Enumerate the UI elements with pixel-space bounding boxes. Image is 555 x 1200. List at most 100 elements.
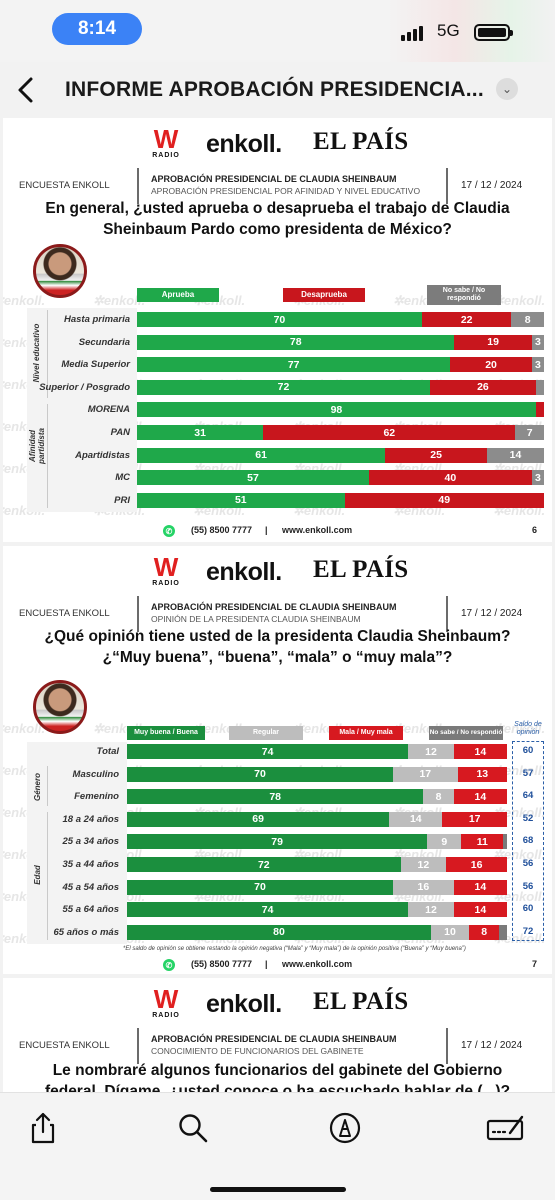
slide-footer: ✆ (55) 8500 7777 | www.enkoll.com 7	[3, 957, 552, 974]
bar-segment: 14	[453, 789, 507, 805]
status-time[interactable]: 8:14	[52, 13, 142, 45]
saldo-column	[512, 741, 544, 941]
bar-segment: 3	[531, 334, 544, 350]
stacked-bar: 72 12 16	[127, 857, 507, 872]
stacked-bar: 77 20 3	[137, 357, 544, 373]
president-avatar	[33, 680, 87, 734]
signature-button[interactable]	[486, 1111, 526, 1145]
bar-segment	[499, 924, 507, 940]
cellular-signal-icon	[401, 26, 423, 41]
bar-segment: 13	[457, 766, 507, 782]
bar-segment: 14	[453, 744, 507, 759]
bar-segment: 74	[127, 744, 409, 759]
bar-segment: 19	[454, 334, 532, 350]
footer-website: www.enkoll.com	[282, 525, 353, 535]
survey-date: 17 / 12 / 2024	[461, 1040, 523, 1051]
watermark-text: ✲enkoll.	[3, 293, 46, 308]
bar-segment: 80	[127, 924, 431, 940]
category-label: Femenino	[74, 791, 119, 803]
stacked-bar: 69 14 17	[127, 811, 507, 827]
saldo-value: 52	[522, 812, 534, 824]
bar-segment: 16	[393, 879, 454, 895]
share-icon	[31, 1112, 55, 1144]
bar-segment: 9	[427, 834, 462, 850]
category-label: Superior / Posgrado	[39, 381, 130, 393]
bar-segment: 31	[137, 425, 264, 440]
bar-segment: 12	[400, 857, 447, 872]
footer-phone: (55) 8500 7777	[191, 525, 253, 535]
slide-subtitle: APROBACIÓN PRESIDENCIAL POR AFINIDAD Y N…	[151, 186, 421, 196]
bar-segment: 49	[344, 492, 544, 508]
enkoll-logo: enkoll.	[206, 130, 282, 158]
category-label: PRI	[114, 494, 130, 506]
stacked-bar: 80 10 8	[127, 924, 507, 940]
saldo-value: 57	[522, 767, 534, 779]
stacked-bar: 98	[137, 402, 544, 418]
stacked-bar: 78 8 14	[127, 789, 507, 805]
slide-subtitle: OPINIÓN DE LA PRESIDENTA CLAUDIA SHEINBA…	[151, 614, 361, 624]
whatsapp-icon: ✆	[163, 525, 175, 537]
markup-button[interactable]	[328, 1111, 362, 1145]
w-radio-logo: W RADIO	[152, 984, 180, 1019]
category-label: Hasta primaria	[63, 314, 130, 325]
survey-date: 17 / 12 / 2024	[461, 608, 523, 619]
stacked-bar: 51 49	[137, 492, 544, 508]
slide-title: APROBACIÓN PRESIDENCIAL DE CLAUDIA SHEIN…	[151, 1034, 397, 1044]
stacked-bar: 74 12 14	[127, 902, 507, 918]
bar-segment: 12	[408, 902, 454, 918]
bar-segment: 25	[385, 447, 488, 463]
stacked-bar: 70 16 14	[127, 879, 507, 895]
survey-date: 17 / 12 / 2024	[461, 180, 523, 191]
page-number: 7	[532, 959, 538, 969]
category-label: 55 a 64 años	[62, 904, 119, 916]
slide-footer: ✆ (55) 8500 7777 | www.enkoll.com 6	[3, 523, 552, 541]
stacked-bar: 70 22 8	[137, 312, 544, 327]
bar-segment: 70	[127, 879, 393, 895]
slide-title: APROBACIÓN PRESIDENCIAL DE CLAUDIA SHEIN…	[151, 174, 397, 184]
survey-label: ENCUESTA ENKOLL	[19, 1040, 110, 1051]
share-button[interactable]	[26, 1111, 60, 1145]
bar-segment: 14	[453, 879, 507, 895]
bar-segment: 98	[137, 402, 536, 418]
enkoll-logo: enkoll.	[206, 558, 282, 586]
el-pais-logo: EL PAÍS	[313, 988, 409, 1015]
nav-bar: INFORME APROBACIÓN PRESIDENCIA... ⌄	[0, 62, 555, 118]
enkoll-logo: enkoll.	[206, 990, 282, 1018]
bar-segment: 26	[430, 379, 536, 395]
markup-pen-icon	[329, 1112, 361, 1144]
watermark-text: ✲enkoll.	[493, 293, 546, 308]
bar-segment	[535, 402, 544, 418]
title-menu-button[interactable]: ⌄	[496, 78, 518, 100]
chevron-left-icon	[18, 77, 33, 103]
survey-question: Le nombraré algunos funcionarios del gab…	[44, 1062, 511, 1092]
footer-website: www.enkoll.com	[282, 959, 353, 969]
search-button[interactable]	[176, 1111, 210, 1145]
back-button[interactable]	[12, 72, 42, 108]
bar-segment: 72	[127, 857, 401, 872]
page-number: 6	[532, 525, 538, 535]
saldo-value: 64	[522, 790, 534, 802]
survey-label: ENCUESTA ENKOLL	[19, 180, 110, 191]
bar-segment: 40	[368, 470, 532, 486]
legend-no-sabe: No sabe / No respondió	[427, 285, 501, 305]
bar-segment: 14	[453, 902, 507, 918]
stacked-bar: 72 26	[137, 379, 544, 395]
legend-regular: Regular	[229, 726, 303, 740]
category-label: MC	[115, 472, 130, 484]
bar-segment	[503, 834, 507, 850]
saldo-footnote: *El saldo de opinión se obtiene restando…	[123, 946, 466, 952]
slide-page-8: W RADIO enkoll. EL PAÍS ENCUESTA ENKOLL A…	[3, 978, 552, 1092]
whatsapp-icon: ✆	[163, 959, 175, 971]
slide-page-6: ✲enkoll.✲enkoll.✲enkoll.✲enkoll.✲enkoll.…	[3, 118, 552, 542]
category-label: Secundaria	[78, 336, 130, 348]
document-title: INFORME APROBACIÓN PRESIDENCIA...	[65, 78, 484, 101]
watermark-text: ✲enkoll.	[93, 293, 146, 308]
bar-segment: 14	[487, 447, 544, 463]
survey-question: En general, ¿usted aprueba o desaprueba …	[45, 200, 510, 238]
slide-header: ENCUESTA ENKOLL APROBACIÓN PRESIDENCIAL …	[3, 596, 552, 634]
saldo-value: 68	[522, 835, 534, 847]
slide-header: ENCUESTA ENKOLL APROBACIÓN PRESIDENCIAL …	[3, 168, 552, 206]
category-label: Total	[96, 746, 119, 757]
bar-segment: 69	[127, 811, 390, 827]
bar-segment: 14	[389, 811, 443, 827]
